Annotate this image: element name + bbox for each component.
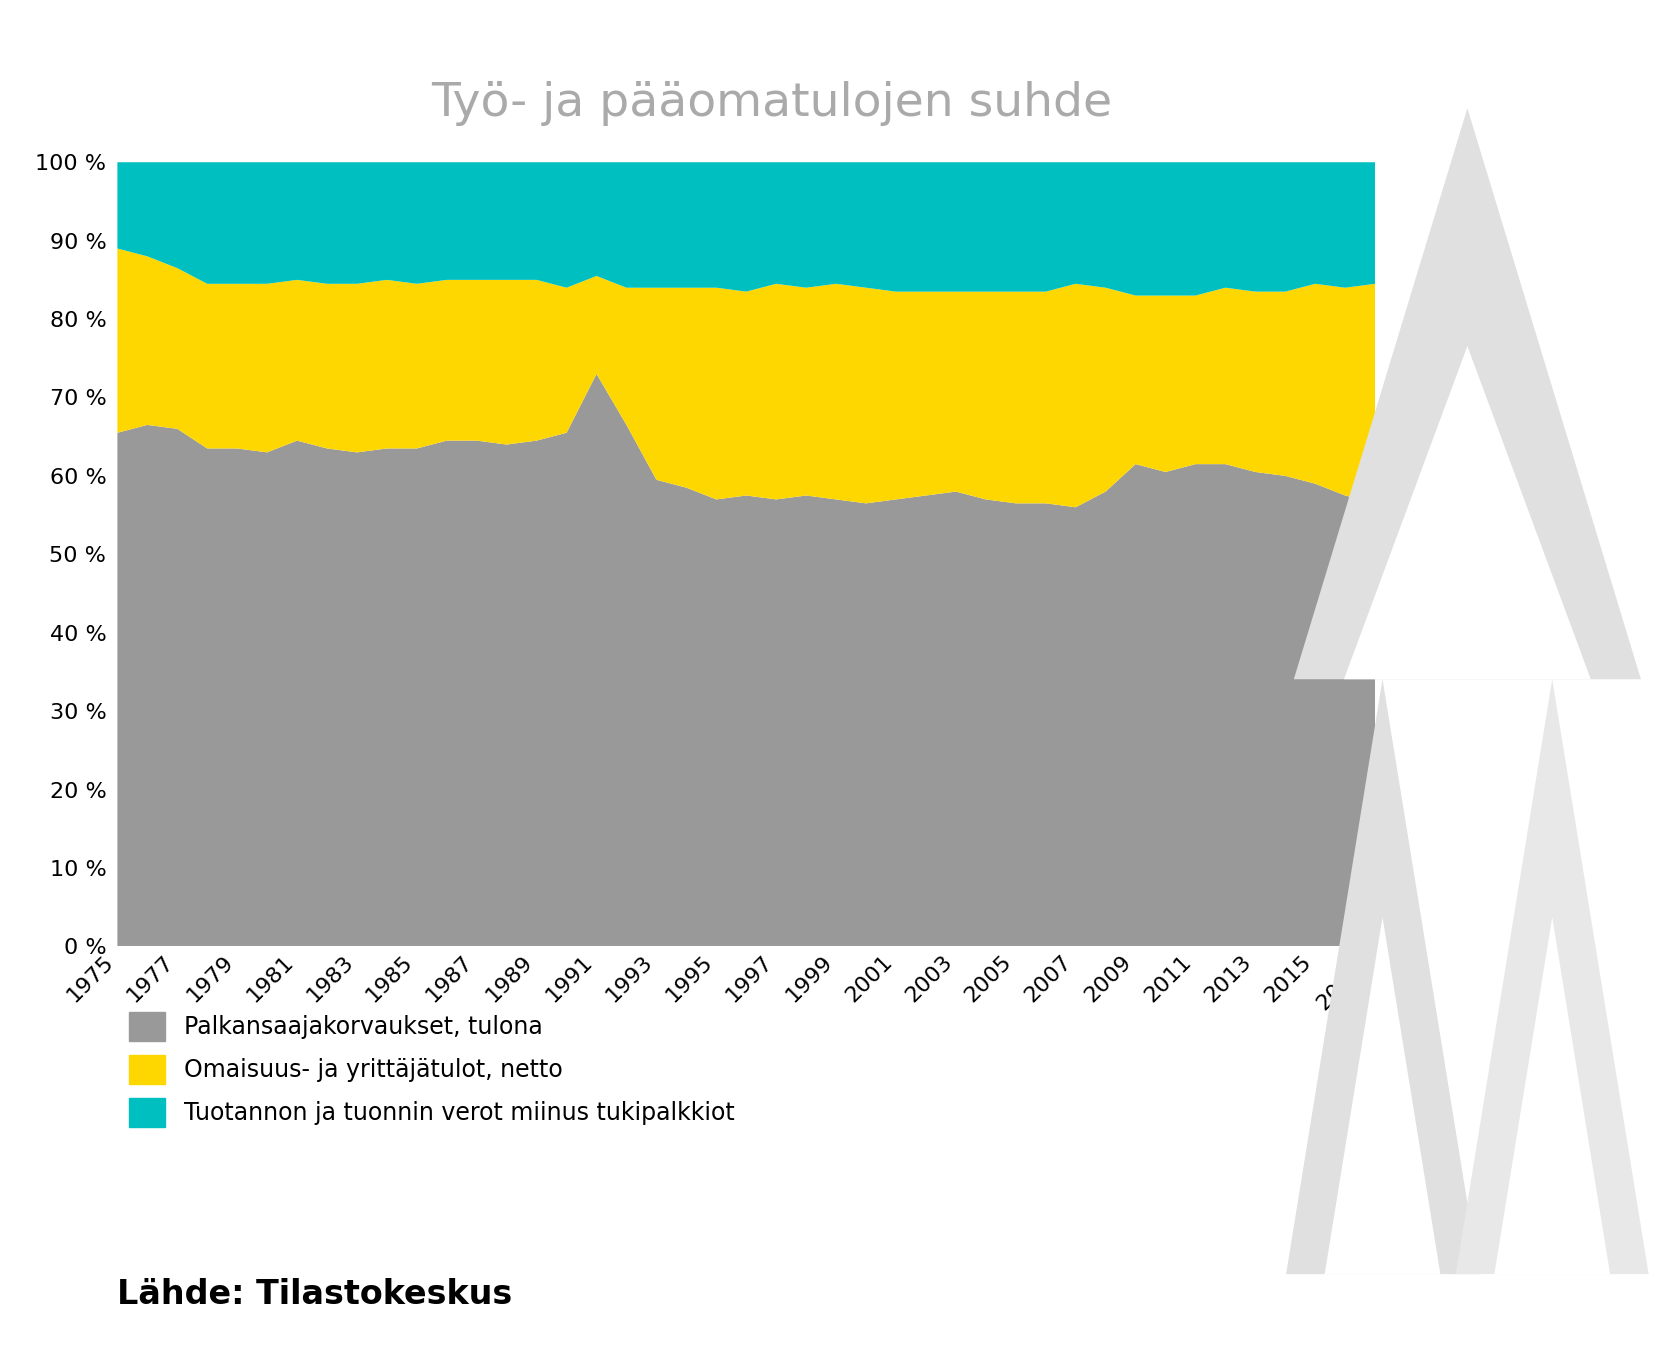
Legend: Palkansaajakorvaukset, tulona, Omaisuus- ja yrittäjätulot, netto, Tuotannon ja t: Palkansaajakorvaukset, tulona, Omaisuus-… <box>129 1013 735 1128</box>
Polygon shape <box>1325 917 1441 1274</box>
Text: Työ- ja pääomatulojen suhde: Työ- ja pääomatulojen suhde <box>431 81 1112 126</box>
Polygon shape <box>1456 679 1648 1274</box>
Polygon shape <box>1295 108 1640 679</box>
Polygon shape <box>1343 346 1591 679</box>
Polygon shape <box>1286 679 1479 1274</box>
Polygon shape <box>1494 917 1610 1274</box>
Text: Lähde: Tilastokeskus: Lähde: Tilastokeskus <box>117 1279 513 1311</box>
